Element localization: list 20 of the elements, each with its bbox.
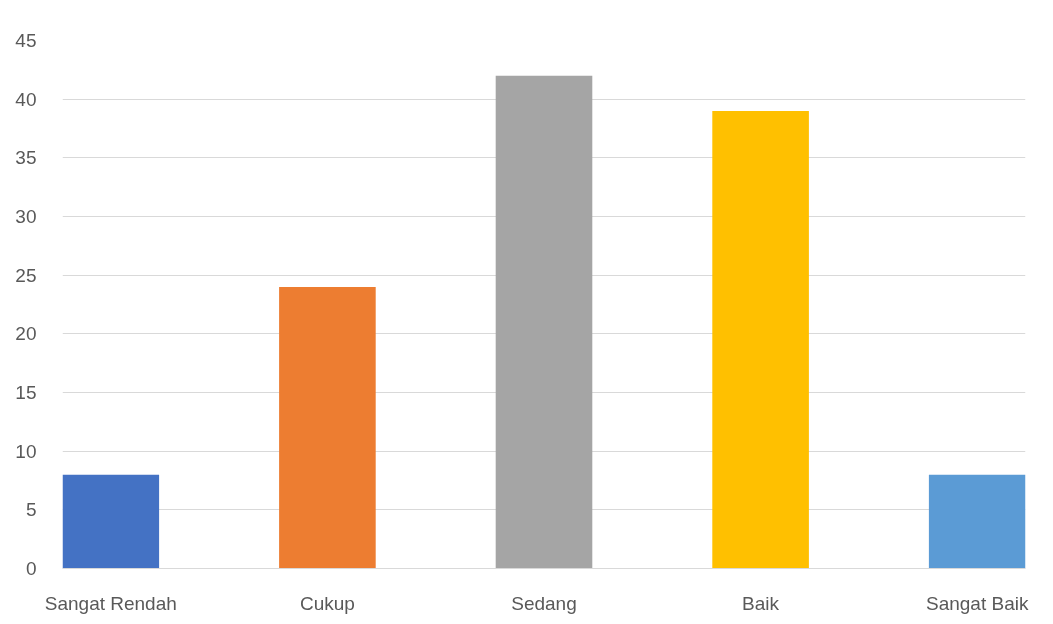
y-tick-label: 0	[25, 558, 37, 579]
y-tick-label: 20	[15, 323, 37, 345]
y-tick-label: 45	[15, 30, 37, 51]
bar	[62, 474, 160, 569]
y-tick-label: 40	[15, 88, 37, 110]
y-tick-label: 5	[25, 499, 37, 521]
x-tick-label: Cukup	[299, 592, 355, 614]
y-tick-label: 35	[15, 147, 37, 169]
x-tick-label: Sangat Baik	[925, 592, 1029, 614]
bar	[279, 286, 376, 569]
bar	[928, 474, 1026, 569]
y-tick-label: 25	[15, 264, 37, 286]
bar	[495, 75, 593, 569]
y-tick-label: 10	[15, 440, 37, 462]
y-tick-label: 15	[15, 382, 37, 403]
x-tick-label: Sangat Rendah	[44, 592, 177, 614]
bar	[712, 110, 809, 569]
y-tick-label: 30	[15, 206, 37, 227]
x-tick-label: Baik	[742, 592, 780, 614]
x-tick-label: Sedang	[511, 592, 577, 614]
